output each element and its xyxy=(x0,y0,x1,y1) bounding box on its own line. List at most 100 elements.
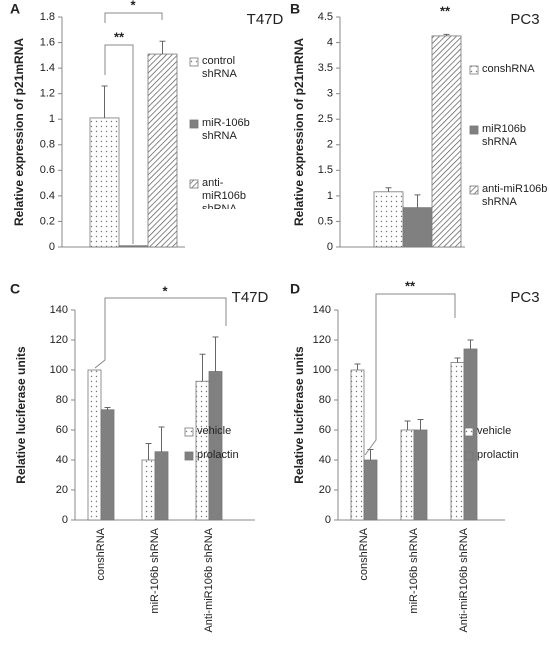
legend-label: conshRNA xyxy=(482,63,535,75)
x-tick-label: miR-106b shRNA xyxy=(149,527,161,613)
bar xyxy=(350,369,365,521)
significance-bracket xyxy=(104,12,163,23)
y-tick-label: 140 xyxy=(313,304,331,316)
error-bar xyxy=(212,336,219,372)
legend-swatch xyxy=(189,119,199,129)
significance-bracket xyxy=(94,297,227,369)
bar xyxy=(400,429,415,521)
error-bar xyxy=(414,194,421,208)
y-tick-label: 40 xyxy=(56,454,68,466)
legend-swatch xyxy=(184,427,194,437)
legend-label: control shRNA xyxy=(202,55,237,80)
legend-label: miR-106b shRNA xyxy=(202,117,250,142)
legend-label: anti-miR106b shRNA xyxy=(482,183,548,208)
y-tick-label: 120 xyxy=(313,334,331,346)
significance-label: ** xyxy=(114,29,125,44)
legend-item: miR-106b shRNA xyxy=(202,117,250,142)
bar xyxy=(87,369,102,521)
y-tick-label: 1.6 xyxy=(40,36,55,48)
error-bar xyxy=(199,353,206,382)
y-tick-label: 120 xyxy=(50,334,68,346)
y-tick-label: 60 xyxy=(56,424,68,436)
x-tick-label: conshRNA xyxy=(358,527,370,580)
y-axis-label: Relative expression of p21mRNA xyxy=(12,38,26,226)
legend-item: prolactin xyxy=(197,449,239,461)
chart-title: T47D xyxy=(232,289,269,306)
y-tick-label: 1.2 xyxy=(40,88,55,100)
legend-item: anti-miR106b shRNA xyxy=(482,183,548,208)
bar xyxy=(402,207,433,248)
bar xyxy=(431,35,462,248)
significance-bracket xyxy=(364,293,456,456)
y-tick-label: 40 xyxy=(319,454,331,466)
y-tick-label: 4 xyxy=(327,36,333,48)
legend-swatch xyxy=(464,427,474,437)
bar xyxy=(118,245,149,248)
chart-title: PC3 xyxy=(510,11,539,28)
y-tick-label: 60 xyxy=(319,424,331,436)
y-tick-label: 0 xyxy=(325,514,331,526)
y-tick-label: 0 xyxy=(49,241,55,253)
y-tick-label: 20 xyxy=(56,484,68,496)
bar xyxy=(363,459,378,521)
y-tick-label: 80 xyxy=(319,394,331,406)
error-bar xyxy=(158,426,165,452)
legend-item: prolactin xyxy=(477,449,519,461)
y-tick-label: 0.8 xyxy=(40,139,55,151)
y-axis-label: Relative luciferase units xyxy=(292,346,306,484)
y-tick-label: 140 xyxy=(50,304,68,316)
error-bar xyxy=(385,187,392,192)
y-tick-label: 3.5 xyxy=(318,62,333,74)
legend-item: conshRNA xyxy=(482,63,535,75)
y-tick-label: 1.4 xyxy=(40,62,55,74)
legend-label: anti-miR106b shRNA xyxy=(202,177,247,209)
bar xyxy=(147,53,178,248)
y-tick-label: 0.6 xyxy=(40,164,55,176)
error-bar xyxy=(417,419,424,430)
legend-label: vehicle xyxy=(197,425,232,437)
legend-item: vehicle xyxy=(197,425,232,437)
bar xyxy=(89,117,120,248)
y-tick-label: 0.5 xyxy=(318,215,333,227)
panel-label: D xyxy=(290,281,300,297)
error-bar xyxy=(454,357,461,363)
legend-item: vehicle xyxy=(477,425,511,437)
significance-bracket xyxy=(104,44,134,244)
chart-title: PC3 xyxy=(510,289,539,306)
y-tick-label: 1 xyxy=(327,190,333,202)
legend-swatch xyxy=(469,65,479,75)
y-tick-label: 2 xyxy=(327,139,333,151)
legend-label: prolactin xyxy=(197,449,239,461)
error-bar xyxy=(354,363,361,370)
y-tick-label: 3 xyxy=(327,88,333,100)
error-bar xyxy=(404,420,411,430)
y-tick-label: 0 xyxy=(62,514,68,526)
y-tick-label: 0.2 xyxy=(40,215,55,227)
y-tick-label: 100 xyxy=(50,364,68,376)
error-bar xyxy=(443,33,450,36)
y-tick-label: 4.5 xyxy=(318,11,333,23)
bar xyxy=(141,459,156,521)
y-tick-label: 0.4 xyxy=(40,190,55,202)
y-tick-label: 0 xyxy=(327,241,333,253)
significance-label: ** xyxy=(405,278,416,293)
y-tick-label: 1.5 xyxy=(318,164,333,176)
panel-label: A xyxy=(10,1,20,17)
bar xyxy=(100,409,115,521)
significance-label: ** xyxy=(440,3,451,18)
y-axis-label: Relative luciferase units xyxy=(14,346,28,484)
bar xyxy=(450,362,465,521)
y-tick-label: 2.5 xyxy=(318,113,333,125)
legend-swatch xyxy=(469,125,479,135)
panel-label: B xyxy=(290,1,300,17)
error-bar xyxy=(159,40,166,55)
legend-item: control shRNA xyxy=(202,55,237,80)
error-bar xyxy=(145,443,152,460)
legend-label: miR106b shRNA xyxy=(482,123,527,148)
chart-title: T47D xyxy=(247,11,284,28)
y-tick-label: 80 xyxy=(56,394,68,406)
y-tick-label: 1.8 xyxy=(40,11,55,23)
x-tick-label: conshRNA xyxy=(95,527,107,580)
bar xyxy=(373,191,404,248)
